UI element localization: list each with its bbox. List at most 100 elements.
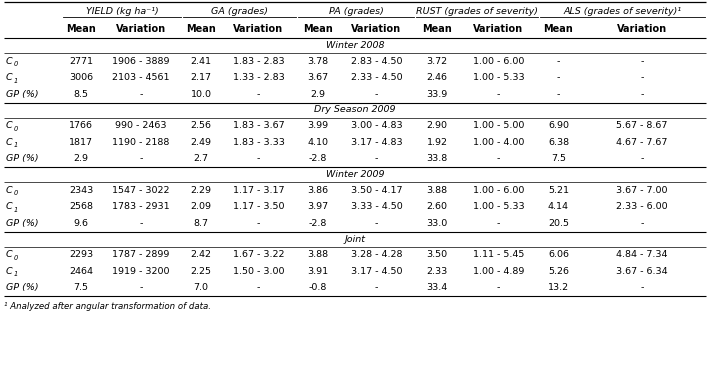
Text: 2.56: 2.56 [190,121,212,130]
Text: Winter 2008: Winter 2008 [326,41,384,50]
Text: 3.91: 3.91 [307,267,328,276]
Text: -: - [375,219,378,228]
Text: 3.97: 3.97 [307,202,328,211]
Text: 1783 - 2931: 1783 - 2931 [112,202,170,211]
Text: -: - [139,154,143,163]
Text: -2.8: -2.8 [308,219,327,228]
Text: 1906 - 3889: 1906 - 3889 [112,57,170,66]
Text: 2771: 2771 [69,57,93,66]
Text: C: C [6,121,13,130]
Text: GP (%): GP (%) [6,154,38,163]
Text: 33.4: 33.4 [427,283,447,292]
Text: Mean: Mean [544,24,574,34]
Text: 6.38: 6.38 [548,138,569,147]
Text: 5.67 - 8.67: 5.67 - 8.67 [616,121,667,130]
Text: 33.8: 33.8 [427,154,447,163]
Text: -: - [257,219,260,228]
Text: Variation: Variation [474,24,523,34]
Text: 3.86: 3.86 [307,186,328,195]
Text: 3.88: 3.88 [427,186,447,195]
Text: 2.17: 2.17 [190,73,212,82]
Text: 5.21: 5.21 [548,186,569,195]
Text: 2343: 2343 [69,186,93,195]
Text: 8.7: 8.7 [194,219,209,228]
Text: 4.14: 4.14 [548,202,569,211]
Text: -: - [557,57,560,66]
Text: -: - [640,154,644,163]
Text: 1.00 - 5.00: 1.00 - 5.00 [473,121,524,130]
Text: 3.50 - 4.17: 3.50 - 4.17 [351,186,403,195]
Text: C: C [6,73,13,82]
Text: 2.33: 2.33 [427,267,447,276]
Text: Winter 2009: Winter 2009 [326,170,384,179]
Text: 10.0: 10.0 [190,90,212,99]
Text: RUST (grades of severity): RUST (grades of severity) [416,7,538,15]
Text: 2.41: 2.41 [190,57,212,66]
Text: 2.7: 2.7 [194,154,209,163]
Text: 3.67 - 6.34: 3.67 - 6.34 [616,267,668,276]
Text: -: - [497,283,500,292]
Text: Joint: Joint [344,234,366,244]
Text: 1.00 - 5.33: 1.00 - 5.33 [473,73,524,82]
Text: -2.8: -2.8 [308,154,327,163]
Text: -: - [497,219,500,228]
Text: 3.88: 3.88 [307,250,328,259]
Text: 2464: 2464 [69,267,93,276]
Text: -: - [375,90,378,99]
Text: 2.33 - 6.00: 2.33 - 6.00 [616,202,668,211]
Text: 2.33 - 4.50: 2.33 - 4.50 [351,73,403,82]
Text: 1.00 - 4.00: 1.00 - 4.00 [473,138,524,147]
Text: 6.90: 6.90 [548,121,569,130]
Text: 3006: 3006 [69,73,93,82]
Text: 7.0: 7.0 [194,283,209,292]
Text: 1190 - 2188: 1190 - 2188 [112,138,170,147]
Text: 1: 1 [14,207,18,213]
Text: 1: 1 [14,78,18,84]
Text: 4.84 - 7.34: 4.84 - 7.34 [616,250,667,259]
Text: 0: 0 [14,190,18,196]
Text: C: C [6,138,13,147]
Text: Mean: Mean [422,24,452,34]
Text: GP (%): GP (%) [6,219,38,228]
Text: -: - [640,73,644,82]
Text: C: C [6,202,13,211]
Text: 2.46: 2.46 [427,73,447,82]
Text: 1.33 - 2.83: 1.33 - 2.83 [233,73,285,82]
Text: 2.49: 2.49 [190,138,212,147]
Text: 1919 - 3200: 1919 - 3200 [112,267,170,276]
Text: 3.33 - 4.50: 3.33 - 4.50 [351,202,403,211]
Text: 1.67 - 3.22: 1.67 - 3.22 [233,250,284,259]
Text: -: - [257,154,260,163]
Text: 2.83 - 4.50: 2.83 - 4.50 [351,57,403,66]
Text: 7.5: 7.5 [551,154,566,163]
Text: 1.00 - 4.89: 1.00 - 4.89 [473,267,524,276]
Text: -: - [640,283,644,292]
Text: 2293: 2293 [69,250,93,259]
Text: 1.92: 1.92 [427,138,447,147]
Text: Variation: Variation [617,24,667,34]
Text: -: - [375,283,378,292]
Text: 1.83 - 3.67: 1.83 - 3.67 [233,121,284,130]
Text: 3.78: 3.78 [307,57,328,66]
Text: Variation: Variation [351,24,402,34]
Text: GA (grades): GA (grades) [211,7,268,15]
Text: 7.5: 7.5 [74,283,89,292]
Text: Mean: Mean [186,24,216,34]
Text: 3.99: 3.99 [307,121,328,130]
Text: 6.06: 6.06 [548,250,569,259]
Text: 1.00 - 5.33: 1.00 - 5.33 [473,202,524,211]
Text: Dry Season 2009: Dry Season 2009 [315,105,395,115]
Text: 1.50 - 3.00: 1.50 - 3.00 [233,267,284,276]
Text: -: - [497,90,500,99]
Text: 1: 1 [14,271,18,277]
Text: Mean: Mean [302,24,332,34]
Text: GP (%): GP (%) [6,90,38,99]
Text: -: - [640,90,644,99]
Text: -: - [557,90,560,99]
Text: C: C [6,186,13,195]
Text: 1766: 1766 [69,121,93,130]
Text: PA (grades): PA (grades) [329,7,383,15]
Text: 0: 0 [14,126,18,132]
Text: 1547 - 3022: 1547 - 3022 [112,186,170,195]
Text: C: C [6,267,13,276]
